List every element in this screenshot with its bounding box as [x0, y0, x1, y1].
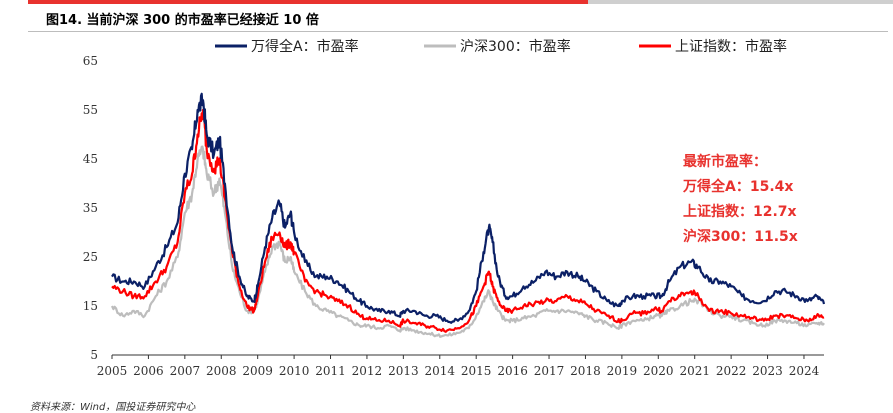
- chart-legend: 万得全A：市盈率 沪深300：市盈率 上证指数：市盈率: [215, 38, 787, 55]
- latest-pe-annotation: 最新市盈率： 万得全A：15.4x 上证指数：12.7x 沪深300：11.5x: [682, 153, 798, 245]
- chart-axes: 5 15 25 35 45 55 65 2005 2006 2007 2008 2009 2010 201…: [83, 54, 824, 378]
- legend-label-2: 上证指数：市盈率: [675, 38, 787, 55]
- x-tick-label: 2013: [388, 364, 419, 378]
- y-tick-label: 5: [90, 348, 98, 362]
- title-divider: [28, 31, 888, 32]
- y-tick-label: 35: [83, 201, 98, 215]
- annotation-line-0: 最新市盈率：: [683, 153, 767, 170]
- x-tick-label: 2015: [461, 364, 492, 378]
- y-tick-label: 55: [83, 103, 98, 117]
- y-tick-label: 65: [83, 54, 98, 68]
- annotation-line-2: 上证指数：12.7x: [683, 203, 797, 220]
- x-tick-label: 2020: [643, 364, 674, 378]
- annotation-line-1: 万得全A：15.4x: [682, 178, 793, 195]
- x-tick-label: 2021: [679, 364, 710, 378]
- x-tick-label: 2024: [789, 364, 820, 378]
- y-tick-label: 45: [83, 152, 98, 166]
- source-note: 资料来源：Wind，国投证券研究中心: [30, 402, 196, 413]
- x-tick-label: 2023: [752, 364, 783, 378]
- x-tick-label: 2022: [716, 364, 747, 378]
- series-line-0: [111, 92, 826, 324]
- legend-label-1: 沪深300：市盈率: [460, 38, 571, 55]
- x-tick-label: 2010: [279, 364, 310, 378]
- y-tick-label: 15: [83, 299, 98, 313]
- legend-label-0: 万得全A：市盈率: [251, 38, 359, 55]
- x-tick-label: 2012: [352, 364, 383, 378]
- figure-title: 图14. 当前沪深 300 的市盈率已经接近 10 倍: [46, 13, 319, 28]
- x-tick-label: 2018: [570, 364, 601, 378]
- x-tick-label: 2009: [242, 364, 273, 378]
- header-accent-grey: [588, 0, 893, 4]
- x-tick-label: 2017: [534, 364, 565, 378]
- header-accent-bar: [0, 0, 893, 4]
- annotation-line-3: 沪深300：11.5x: [683, 228, 798, 245]
- x-tick-label: 2007: [170, 364, 201, 378]
- header-accent-red: [28, 0, 588, 4]
- x-tick-label: 2011: [315, 364, 346, 378]
- chart-series-lines: [110, 92, 826, 338]
- x-tick-label: 2016: [497, 364, 528, 378]
- x-tick-label: 2008: [206, 364, 237, 378]
- x-tick-label: 2014: [425, 364, 456, 378]
- series-line-1: [110, 145, 825, 338]
- x-tick-label: 2006: [133, 364, 164, 378]
- x-tick-label: 2019: [607, 364, 638, 378]
- x-tick-label: 2005: [97, 364, 128, 378]
- series-line-2: [111, 108, 825, 333]
- y-tick-label: 25: [83, 250, 98, 264]
